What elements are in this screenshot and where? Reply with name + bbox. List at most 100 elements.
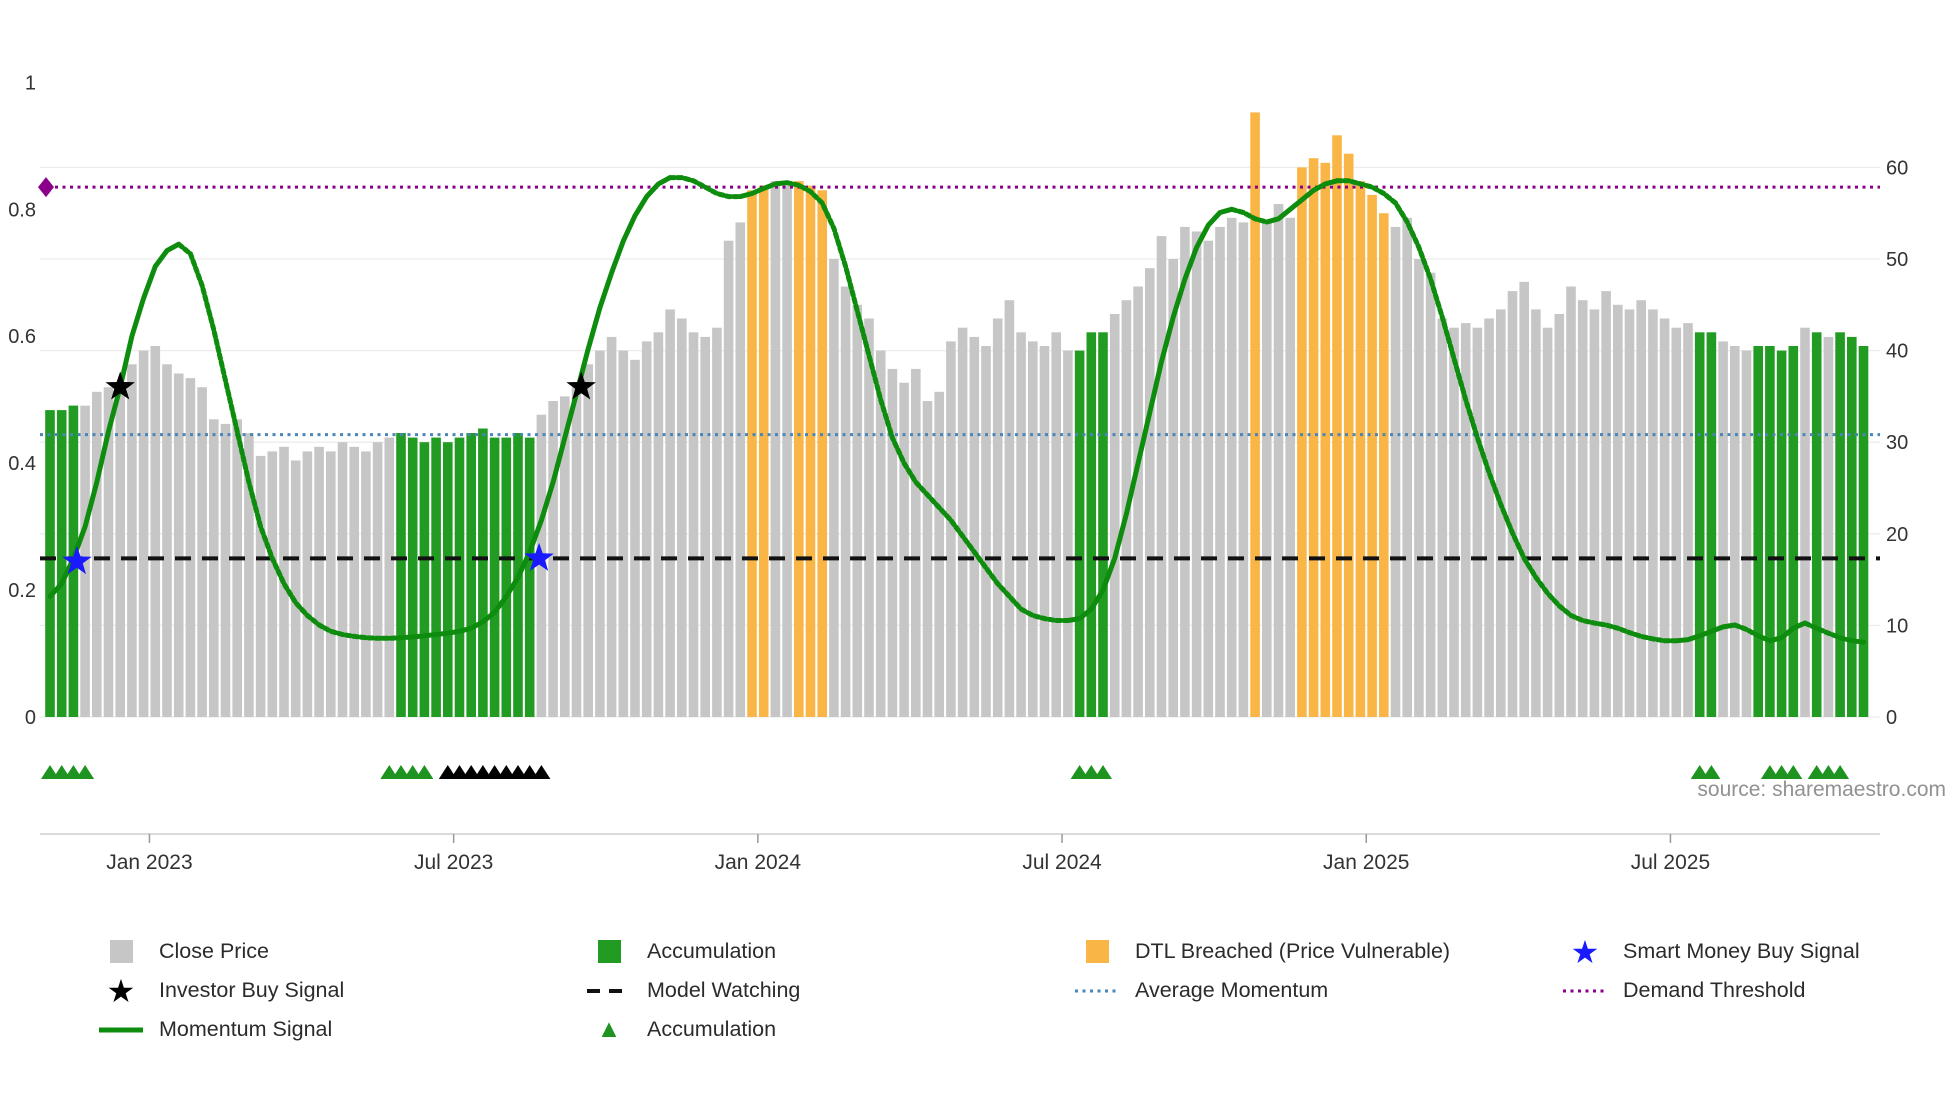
price-bar — [1531, 309, 1541, 717]
price-bar — [1156, 236, 1167, 717]
price-bar — [1203, 240, 1214, 717]
momentum-signal-line — [667, 175, 743, 200]
accumulation-triangle-marker — [41, 765, 59, 779]
demand-threshold-diamond-marker — [38, 177, 54, 198]
price-bar — [1589, 309, 1600, 717]
momentum-signal-line — [1732, 622, 1773, 644]
price-bar — [1039, 346, 1050, 717]
price-bar — [583, 364, 593, 717]
price-bar — [232, 419, 242, 717]
price-bar — [782, 185, 792, 717]
legend-label-accumulation-bar: Accumulation — [647, 939, 777, 963]
price-bar — [1671, 327, 1682, 717]
price-bar — [1566, 286, 1576, 717]
price-bar — [384, 437, 395, 717]
watch-triangle-marker — [485, 765, 504, 779]
accumulation-triangle-marker — [1819, 765, 1838, 779]
x-axis-tick-label: Jan 2025 — [1323, 851, 1409, 874]
price-bar — [1250, 112, 1260, 717]
accumulation-triangle-marker — [1702, 765, 1721, 779]
momentum-signal-line — [737, 180, 790, 200]
price-bar — [934, 391, 944, 717]
price-bar — [1168, 259, 1178, 717]
momentum-signal-line — [1334, 178, 1679, 644]
legend-item-close-price[interactable]: Close Price — [95, 932, 583, 971]
price-bar — [419, 442, 430, 717]
price-bar — [314, 446, 324, 717]
smart-money-buy-signal-star-marker — [62, 546, 92, 575]
x-axis-tick-label: Jul 2024 — [1022, 851, 1102, 874]
price-bar — [700, 336, 710, 717]
price-bar — [1718, 341, 1728, 717]
watch-triangle-marker — [532, 765, 551, 779]
legend-label-accumulation-triangle: Accumulation — [647, 1017, 777, 1041]
price-bar — [794, 181, 804, 718]
price-bar — [220, 423, 231, 717]
price-bar — [407, 437, 418, 717]
price-bar — [922, 401, 933, 717]
accumulation-triangle-marker — [380, 765, 399, 779]
legend-item-model-watching[interactable]: Model Watching — [583, 971, 1071, 1010]
price-bar — [1320, 162, 1331, 718]
accumulation-triangle-marker — [52, 765, 71, 779]
legend-item-demand-threshold[interactable]: Demand Threshold — [1559, 971, 1905, 1010]
price-bar — [1765, 346, 1775, 717]
price-bar — [115, 382, 125, 717]
accumulation-triangle-marker — [1094, 765, 1112, 779]
momentum-signal-line — [176, 241, 416, 641]
price-bar — [56, 410, 67, 717]
price-bar — [1858, 346, 1869, 717]
price-bar — [969, 336, 980, 717]
legend-item-dtl-breached[interactable]: DTL Breached (Price Vulnerable) — [1071, 932, 1559, 971]
price-bar — [840, 286, 851, 717]
legend-label-investor-buy: Investor Buy Signal — [159, 978, 345, 1002]
right-axis-tick-label: 40 — [1886, 341, 1908, 363]
right-axis-tick-label: 30 — [1886, 432, 1908, 454]
price-bar — [1051, 332, 1061, 717]
price-bar — [1332, 135, 1342, 718]
price-bar — [1367, 194, 1377, 717]
price-bar — [267, 451, 278, 717]
price-bar — [1823, 336, 1834, 717]
average-momentum-line-icon — [1071, 978, 1123, 1004]
close-price-swatch-icon — [95, 940, 147, 963]
price-bar — [1800, 327, 1810, 717]
price-bar — [45, 410, 55, 717]
price-bar — [1624, 309, 1635, 717]
price-bar — [606, 336, 617, 717]
price-bar — [1016, 332, 1026, 717]
price-bar — [735, 222, 746, 717]
price-bar — [349, 446, 359, 717]
price-bar — [372, 442, 383, 717]
momentum-signal-line — [1065, 206, 1235, 623]
accumulation-triangle-marker — [64, 765, 83, 779]
legend-item-investor-buy[interactable]: ★ Investor Buy Signal — [95, 971, 583, 1010]
accumulation-triangle-marker — [1690, 765, 1709, 779]
price-bar — [466, 433, 476, 717]
legend-item-average-momentum[interactable]: Average Momentum — [1071, 971, 1559, 1010]
momentum-signal-line — [1264, 178, 1340, 225]
price-bar — [946, 341, 956, 717]
price-bar — [361, 451, 371, 717]
left-axis-tick-label: 0.4 — [8, 453, 36, 475]
momentum-signal-line — [1673, 622, 1738, 644]
price-bar — [1788, 346, 1799, 717]
price-bar — [992, 318, 1003, 717]
price-bar — [127, 364, 137, 717]
momentum-price-chart[interactable]: 0 10 20 30 40 50 60 0 0.2 0.4 0.6 0.8 1 Jan 2023 Jul 2… — [0, 0, 1960, 890]
price-bar — [747, 190, 757, 718]
legend-label-smart-money: Smart Money Buy Signal — [1623, 939, 1860, 963]
price-bar — [185, 378, 196, 717]
legend-item-smart-money[interactable]: ★ Smart Money Buy Signal — [1559, 932, 1905, 971]
price-bar — [665, 309, 675, 717]
price-bar — [1507, 291, 1518, 717]
price-bar — [1285, 217, 1295, 718]
price-bar — [103, 387, 114, 717]
legend-item-accumulation-bar[interactable]: Accumulation — [583, 932, 1071, 971]
legend-item-momentum-signal[interactable]: Momentum Signal — [95, 1010, 583, 1049]
price-bar — [677, 318, 687, 717]
price-bar — [1811, 332, 1822, 717]
legend-label-momentum-signal: Momentum Signal — [159, 1017, 333, 1041]
price-bar — [887, 368, 898, 717]
legend-item-accumulation-triangle[interactable]: ▲ Accumulation — [583, 1010, 1071, 1049]
